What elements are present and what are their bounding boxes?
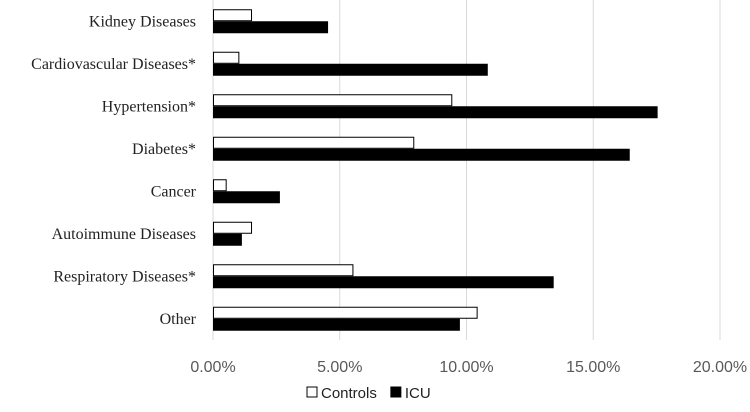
category-label: Kidney Diseases bbox=[89, 13, 196, 30]
controls-bar bbox=[213, 264, 354, 277]
category-label: Diabetes* bbox=[132, 141, 196, 158]
controls-bar bbox=[213, 221, 253, 234]
icu-bar bbox=[213, 318, 460, 331]
icu-bar bbox=[213, 148, 630, 161]
category-label: Cardiovascular Diseases* bbox=[31, 56, 196, 73]
category-label: Hypertension* bbox=[102, 98, 196, 115]
icu-bar bbox=[213, 276, 554, 289]
x-tick-label: 5.00% bbox=[317, 359, 362, 376]
icu-bar bbox=[213, 191, 280, 204]
legend-swatch-icu bbox=[390, 386, 402, 398]
icu-bar bbox=[213, 21, 329, 34]
bars bbox=[213, 9, 658, 331]
x-tick-label: 10.00% bbox=[439, 359, 493, 376]
x-tick-label: 0.00% bbox=[190, 359, 235, 376]
controls-bar bbox=[213, 9, 253, 22]
controls-bar bbox=[213, 136, 415, 149]
category-label: Other bbox=[160, 311, 197, 328]
legend-label-icu: ICU bbox=[405, 385, 431, 402]
legend: Controls ICU bbox=[306, 385, 431, 402]
icu-bar bbox=[213, 233, 242, 246]
icu-bar bbox=[213, 106, 658, 119]
category-label: Respiratory Diseases* bbox=[53, 268, 196, 285]
legend-swatch-controls bbox=[306, 386, 318, 398]
category-label: Cancer bbox=[151, 183, 197, 200]
controls-bar bbox=[213, 179, 227, 192]
x-tick-label: 15.00% bbox=[566, 359, 620, 376]
controls-bar bbox=[213, 51, 240, 64]
controls-bar bbox=[213, 94, 453, 107]
category-labels: Kidney Diseases Cardiovascular Diseases* H… bbox=[31, 13, 197, 328]
icu-bar bbox=[213, 63, 488, 76]
x-tick-label: 20.00% bbox=[693, 359, 747, 376]
controls-bar bbox=[213, 306, 478, 319]
gridlines bbox=[212, 0, 721, 340]
category-label: Autoimmune Diseases bbox=[52, 226, 196, 243]
legend-label-controls: Controls bbox=[321, 385, 377, 402]
x-tick-labels: 0.00% 5.00% 10.00% 15.00% 20.00% bbox=[190, 359, 747, 376]
